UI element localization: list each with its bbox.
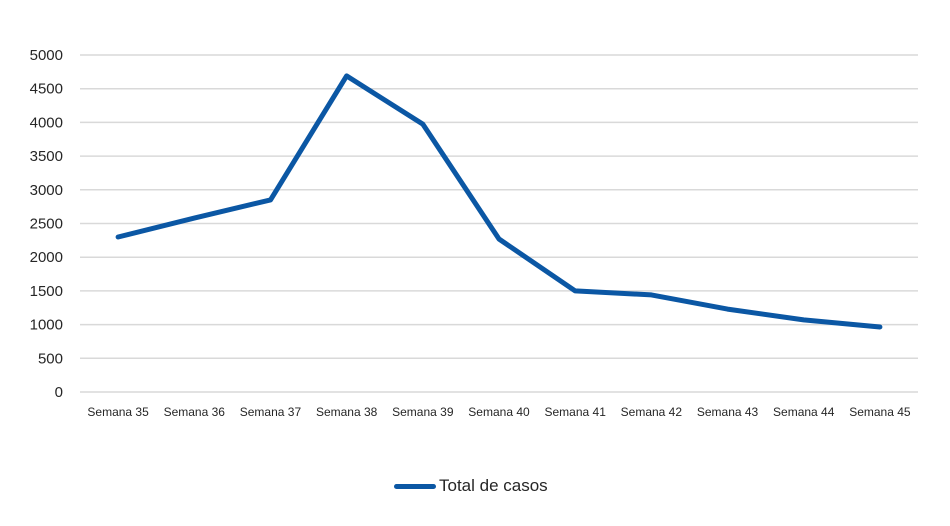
y-tick-label: 3500: [30, 148, 63, 165]
y-tick-label: 4500: [30, 81, 63, 98]
y-tick-label: 5000: [30, 47, 63, 64]
legend: Total de casos: [394, 476, 548, 496]
x-tick-label: Semana 45: [849, 405, 911, 419]
x-tick-label: Semana 36: [164, 405, 226, 419]
y-tick-label: 500: [38, 350, 63, 367]
y-tick-label: 2500: [30, 216, 63, 233]
y-tick-label: 1500: [30, 283, 63, 300]
x-tick-label: Semana 38: [316, 405, 378, 419]
legend-swatch-line: [394, 483, 436, 489]
x-tick-label: Semana 44: [773, 405, 835, 419]
x-tick-label: Semana 39: [392, 405, 454, 419]
y-tick-label: 4000: [30, 114, 63, 131]
y-tick-label: 1000: [30, 317, 63, 334]
series-line-total-de-casos: [115, 73, 883, 330]
x-tick-label: Semana 41: [544, 405, 606, 419]
y-tick-label: 3000: [30, 182, 63, 199]
legend-label: Total de casos: [439, 476, 548, 495]
x-tick-label: Semana 37: [240, 405, 302, 419]
x-tick-label: Semana 43: [697, 405, 759, 419]
y-tick-label: 0: [55, 384, 63, 401]
x-tick-label: Semana 40: [468, 405, 530, 419]
y-axis-ticks: 0 500 1000 1500 2000 2500 3000 3500 4000 4500 5000: [30, 47, 63, 401]
x-tick-label: Semana 42: [621, 405, 683, 419]
x-axis-ticks: Semana 35 Semana 36 Semana 37 Semana 38 Sema…: [87, 405, 911, 419]
gridlines: [80, 54, 918, 393]
x-tick-label: Semana 35: [87, 405, 149, 419]
y-tick-label: 2000: [30, 249, 63, 266]
